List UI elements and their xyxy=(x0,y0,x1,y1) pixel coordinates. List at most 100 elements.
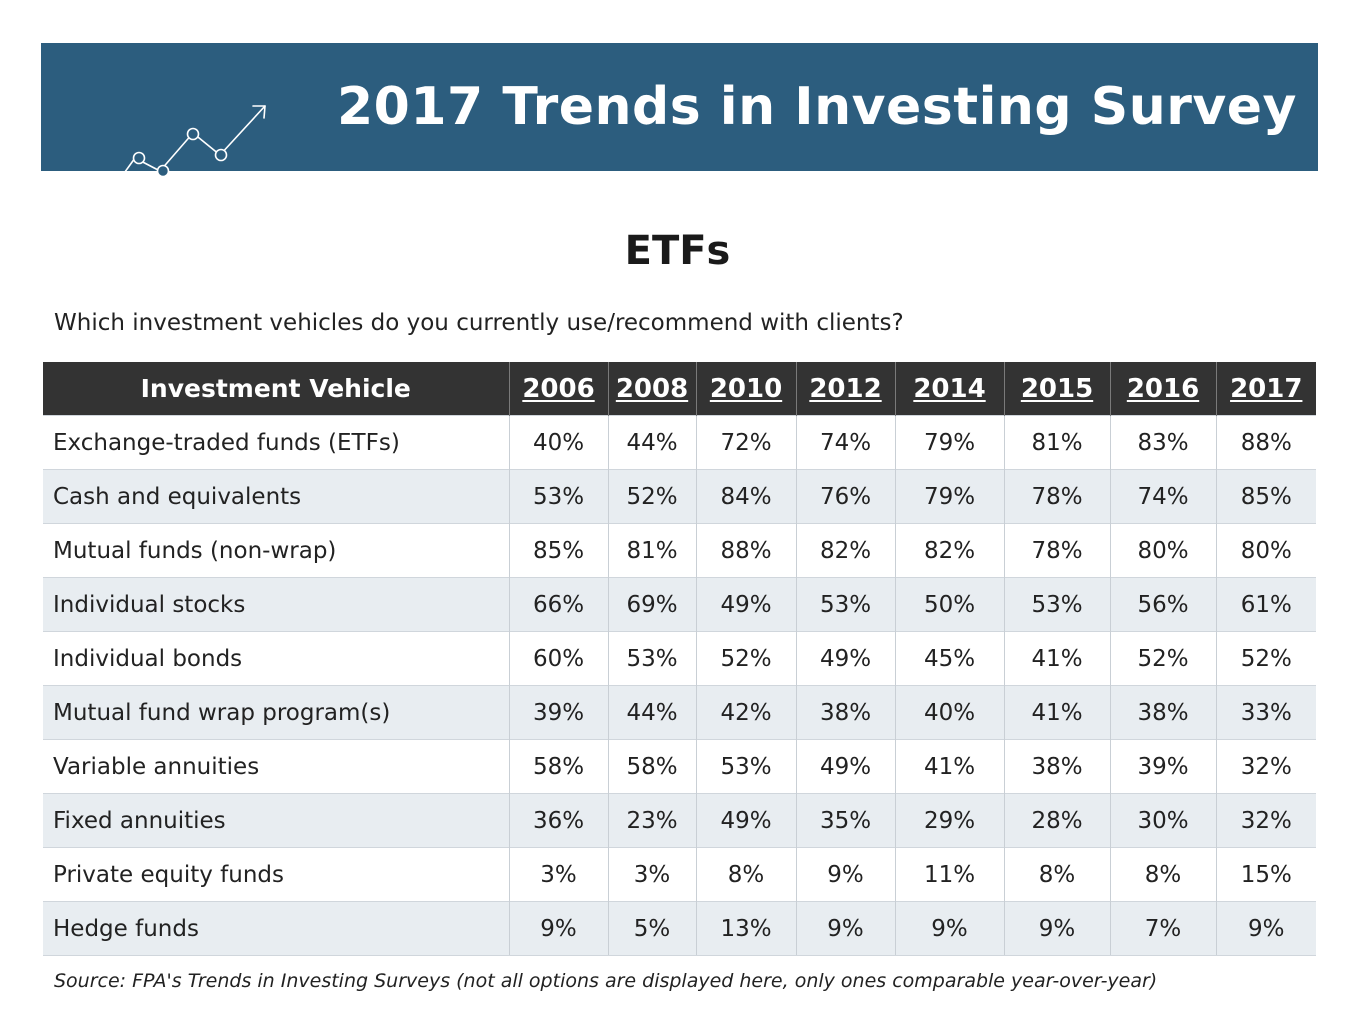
percent-cell: 66% xyxy=(509,577,609,632)
percent-cell: 74% xyxy=(1110,469,1217,524)
title-banner: 2017 Trends in Investing Survey xyxy=(41,43,1318,195)
percent-cell: 74% xyxy=(796,415,896,470)
column-header: 2008 xyxy=(608,362,697,416)
source-note: Source: FPA's Trends in Investing Survey… xyxy=(54,970,1158,992)
percent-cell: 84% xyxy=(696,469,797,524)
percent-cell: 85% xyxy=(1216,469,1316,524)
column-header: 2015 xyxy=(1004,362,1111,416)
vehicle-cell: Private equity funds xyxy=(43,847,510,902)
percent-cell: 44% xyxy=(608,685,697,740)
percent-cell: 33% xyxy=(1216,685,1316,740)
percent-cell: 53% xyxy=(796,577,896,632)
column-header: 2010 xyxy=(696,362,797,416)
vehicle-cell: Mutual funds (non-wrap) xyxy=(43,523,510,578)
vehicle-cell: Variable annuities xyxy=(43,739,510,794)
percent-cell: 80% xyxy=(1216,523,1316,578)
percent-cell: 8% xyxy=(696,847,797,902)
percent-cell: 44% xyxy=(608,415,697,470)
percent-cell: 58% xyxy=(608,739,697,794)
percent-cell: 3% xyxy=(509,847,609,902)
percent-cell: 9% xyxy=(796,901,896,956)
percent-cell: 39% xyxy=(1110,739,1217,794)
percent-cell: 53% xyxy=(696,739,797,794)
column-header: 2012 xyxy=(796,362,896,416)
percent-cell: 49% xyxy=(696,577,797,632)
section-title: ETFs xyxy=(624,228,731,274)
percent-cell: 53% xyxy=(509,469,609,524)
percent-cell: 38% xyxy=(796,685,896,740)
table-row: Hedge funds 9% 5% 13% 9% 9% 9% 7% 9% xyxy=(43,901,1316,956)
percent-cell: 61% xyxy=(1216,577,1316,632)
percent-cell: 8% xyxy=(1110,847,1217,902)
column-header: Investment Vehicle xyxy=(43,362,510,416)
vehicle-cell: Individual stocks xyxy=(43,577,510,632)
percent-cell: 80% xyxy=(1110,523,1217,578)
percent-cell: 36% xyxy=(509,793,609,848)
percent-cell: 52% xyxy=(696,631,797,686)
percent-cell: 49% xyxy=(796,631,896,686)
percent-cell: 3% xyxy=(608,847,697,902)
percent-cell: 9% xyxy=(796,847,896,902)
percent-cell: 29% xyxy=(895,793,1005,848)
percent-cell: 50% xyxy=(895,577,1005,632)
vehicle-cell: Cash and equivalents xyxy=(43,469,510,524)
table-row: Cash and equivalents 53% 52% 84% 76% 79% 78% 74… xyxy=(43,469,1316,524)
column-header: 2017 xyxy=(1216,362,1316,416)
percent-cell: 35% xyxy=(796,793,896,848)
percent-cell: 79% xyxy=(895,469,1005,524)
percent-cell: 88% xyxy=(1216,415,1316,470)
percent-cell: 41% xyxy=(1004,631,1111,686)
table-row: Variable annuities 58% 58% 53% 49% 41% 38% 39% 3… xyxy=(43,739,1316,794)
percent-cell: 58% xyxy=(509,739,609,794)
percent-cell: 5% xyxy=(608,901,697,956)
table-row: Mutual fund wrap program(s) 39% 44% 42% 38% 4… xyxy=(43,685,1316,740)
percent-cell: 78% xyxy=(1004,469,1111,524)
percent-cell: 82% xyxy=(796,523,896,578)
percent-cell: 11% xyxy=(895,847,1005,902)
percent-cell: 52% xyxy=(1110,631,1217,686)
percent-cell: 30% xyxy=(1110,793,1217,848)
vehicle-cell: Individual bonds xyxy=(43,631,510,686)
percent-cell: 85% xyxy=(509,523,609,578)
percent-cell: 9% xyxy=(1004,901,1111,956)
percent-cell: 53% xyxy=(608,631,697,686)
percent-cell: 39% xyxy=(509,685,609,740)
percent-cell: 7% xyxy=(1110,901,1217,956)
table-row: Fixed annuities 36% 23% 49% 35% 29% 28% 30% 32% xyxy=(43,793,1316,848)
vehicle-cell: Exchange-traded funds (ETFs) xyxy=(43,415,510,470)
percent-cell: 38% xyxy=(1110,685,1217,740)
percent-cell: 56% xyxy=(1110,577,1217,632)
percent-cell: 45% xyxy=(895,631,1005,686)
percent-cell: 41% xyxy=(1004,685,1111,740)
percent-cell: 9% xyxy=(1216,901,1316,956)
percent-cell: 72% xyxy=(696,415,797,470)
column-header: 2016 xyxy=(1110,362,1217,416)
percent-cell: 32% xyxy=(1216,739,1316,794)
survey-results-table: Investment Vehicle 2006 2008 2010 2012 2… xyxy=(43,362,1316,956)
percent-cell: 8% xyxy=(1004,847,1111,902)
percent-cell: 60% xyxy=(509,631,609,686)
vehicle-cell: Mutual fund wrap program(s) xyxy=(43,685,510,740)
percent-cell: 53% xyxy=(1004,577,1111,632)
percent-cell: 42% xyxy=(696,685,797,740)
percent-cell: 28% xyxy=(1004,793,1111,848)
percent-cell: 40% xyxy=(895,685,1005,740)
percent-cell: 52% xyxy=(1216,631,1316,686)
survey-question: Which investment vehicles do you current… xyxy=(54,310,904,336)
percent-cell: 76% xyxy=(796,469,896,524)
table-row: Exchange-traded funds (ETFs) 40% 44% 72% 74%… xyxy=(43,415,1316,470)
table-header-row: Investment Vehicle 2006 2008 2010 2012 2… xyxy=(43,362,1316,416)
percent-cell: 79% xyxy=(895,415,1005,470)
percent-cell: 81% xyxy=(1004,415,1111,470)
percent-cell: 88% xyxy=(696,523,797,578)
table-row: Private equity funds 3% 3% 8% 9% 11% 8% 8% 15% xyxy=(43,847,1316,902)
percent-cell: 69% xyxy=(608,577,697,632)
percent-cell: 41% xyxy=(895,739,1005,794)
percent-cell: 52% xyxy=(608,469,697,524)
percent-cell: 13% xyxy=(696,901,797,956)
vehicle-cell: Fixed annuities xyxy=(43,793,510,848)
column-header: 2014 xyxy=(895,362,1005,416)
percent-cell: 82% xyxy=(895,523,1005,578)
percent-cell: 40% xyxy=(509,415,609,470)
percent-cell: 9% xyxy=(509,901,609,956)
